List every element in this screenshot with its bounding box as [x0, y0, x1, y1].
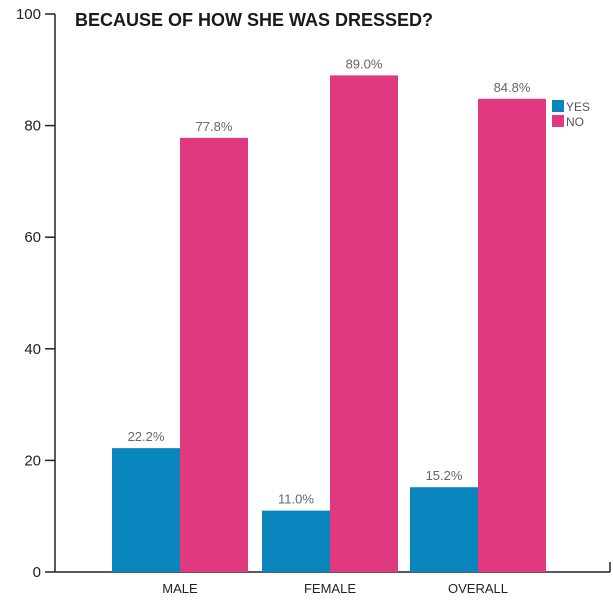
x-tick-label-overall: OVERALL [448, 581, 508, 596]
data-label-yes-overall: 15.2% [426, 468, 463, 483]
bar-yes-overall [410, 487, 478, 572]
y-tick-label: 60 [24, 229, 41, 246]
chart-labels: 22.2% 77.8% MALE 11.0% 89.0% FEMALE 15.2% 84.8%… [128, 56, 531, 596]
chart-title: BECAUSE OF HOW SHE WAS DRESSED? [75, 10, 433, 30]
bar-no-male [180, 137, 248, 572]
legend-swatch-no [552, 115, 564, 127]
legend-label-yes: YES [566, 100, 590, 114]
y-tick-label: 100 [16, 6, 41, 23]
data-label-no-overall: 84.8% [494, 80, 531, 95]
bar-no-female [330, 75, 398, 572]
y-tick-label: 40 [24, 341, 41, 358]
legend-label-no: NO [566, 115, 584, 129]
y-tick-label: 0 [33, 564, 41, 581]
y-tick-label: 80 [24, 118, 41, 135]
data-label-yes-female: 11.0% [278, 492, 314, 507]
data-label-yes-male: 22.2% [128, 429, 165, 444]
data-label-no-male: 77.8% [196, 119, 233, 134]
y-tick-label: 20 [24, 452, 41, 469]
bar-yes-female [262, 510, 330, 572]
x-tick-label-male: MALE [162, 581, 198, 596]
data-label-no-female: 89.0% [346, 56, 383, 71]
chart-bars [112, 75, 546, 572]
bar-yes-male [112, 448, 180, 572]
legend-swatch-yes [552, 100, 564, 112]
bar-no-overall [478, 98, 546, 572]
x-tick-label-female: FEMALE [304, 581, 356, 596]
